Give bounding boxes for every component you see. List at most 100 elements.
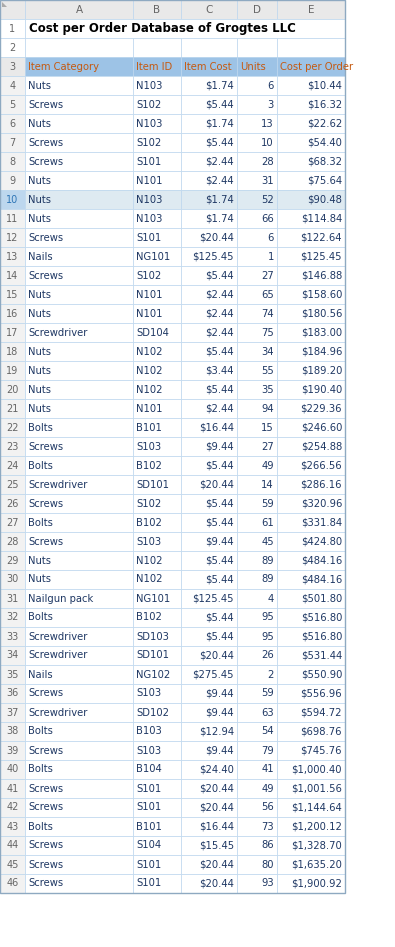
Bar — [237, 266, 277, 285]
Text: SD101: SD101 — [136, 651, 169, 660]
Bar — [277, 342, 345, 361]
Bar — [181, 798, 237, 817]
Bar — [181, 399, 237, 418]
Bar — [25, 703, 133, 722]
Bar — [181, 209, 237, 228]
Text: 2: 2 — [268, 670, 274, 680]
Bar — [25, 684, 133, 703]
Text: 30: 30 — [6, 575, 19, 584]
Bar — [25, 855, 133, 874]
Text: 54: 54 — [261, 726, 274, 737]
Text: Screws: Screws — [28, 745, 63, 756]
Text: 41: 41 — [6, 783, 19, 794]
Text: Nuts: Nuts — [28, 213, 51, 223]
Bar — [181, 475, 237, 494]
Text: 10: 10 — [6, 194, 19, 205]
Text: 13: 13 — [261, 118, 274, 129]
Text: $2.44: $2.44 — [205, 156, 234, 167]
Bar — [0, 684, 25, 703]
Bar — [133, 323, 181, 342]
Bar — [0, 361, 25, 380]
Text: 40: 40 — [6, 764, 19, 775]
Bar — [181, 551, 237, 570]
Text: $75.64: $75.64 — [307, 175, 342, 186]
Text: $12.94: $12.94 — [199, 726, 234, 737]
Text: S102: S102 — [136, 271, 161, 280]
Bar — [277, 380, 345, 399]
Bar — [25, 152, 133, 171]
Text: SD101: SD101 — [136, 479, 169, 490]
Text: Screws: Screws — [28, 271, 63, 280]
Bar — [277, 57, 345, 76]
Bar — [133, 513, 181, 532]
Text: 19: 19 — [6, 366, 19, 376]
Bar — [277, 171, 345, 190]
Bar — [237, 722, 277, 741]
Bar — [25, 646, 133, 665]
Text: Item Cost: Item Cost — [184, 62, 231, 72]
Text: Nuts: Nuts — [28, 194, 51, 205]
Bar — [25, 760, 133, 779]
Bar — [0, 114, 25, 133]
Bar — [237, 627, 277, 646]
Text: $16.44: $16.44 — [199, 821, 234, 831]
Bar — [237, 684, 277, 703]
Bar — [133, 665, 181, 684]
Text: 1: 1 — [9, 24, 15, 33]
Bar — [133, 551, 181, 570]
Text: $22.62: $22.62 — [307, 118, 342, 129]
Text: $516.80: $516.80 — [301, 613, 342, 622]
Text: Screws: Screws — [28, 841, 63, 850]
Text: 25: 25 — [6, 479, 19, 490]
Bar — [277, 38, 345, 57]
Bar — [181, 380, 237, 399]
Bar — [277, 855, 345, 874]
Text: S102: S102 — [136, 137, 161, 148]
Bar — [0, 285, 25, 304]
Text: 36: 36 — [6, 688, 19, 699]
Text: N101: N101 — [136, 175, 162, 186]
Text: Bolts: Bolts — [28, 821, 53, 831]
Text: S102: S102 — [136, 99, 161, 110]
Text: Item ID: Item ID — [136, 62, 172, 72]
Text: $5.44: $5.44 — [205, 613, 234, 622]
Text: 3: 3 — [9, 62, 15, 72]
Bar — [237, 760, 277, 779]
Bar — [133, 76, 181, 95]
Text: 61: 61 — [261, 517, 274, 527]
Bar — [181, 874, 237, 893]
Text: 43: 43 — [6, 821, 19, 831]
Bar — [133, 627, 181, 646]
Text: 15: 15 — [6, 290, 19, 299]
Text: $9.44: $9.44 — [205, 707, 234, 718]
Bar — [25, 266, 133, 285]
Text: 27: 27 — [6, 517, 19, 527]
Text: $15.45: $15.45 — [199, 841, 234, 850]
Text: $9.44: $9.44 — [205, 537, 234, 546]
Bar — [181, 76, 237, 95]
Text: $5.44: $5.44 — [205, 556, 234, 565]
Bar — [0, 418, 25, 437]
Text: 65: 65 — [261, 290, 274, 299]
Bar — [0, 494, 25, 513]
Text: 79: 79 — [261, 745, 274, 756]
Text: S104: S104 — [136, 841, 161, 850]
Text: 6: 6 — [268, 233, 274, 242]
Text: 5: 5 — [9, 99, 16, 110]
Text: $125.45: $125.45 — [192, 594, 234, 603]
Bar — [237, 437, 277, 456]
Text: Screwdriver: Screwdriver — [28, 707, 87, 718]
Bar — [237, 456, 277, 475]
Bar — [0, 76, 25, 95]
Text: 37: 37 — [6, 707, 19, 718]
Bar — [181, 437, 237, 456]
Text: Cost per Order Database of Grogtes LLC: Cost per Order Database of Grogtes LLC — [29, 22, 296, 35]
Bar — [277, 475, 345, 494]
Text: 55: 55 — [261, 366, 274, 376]
Text: Nuts: Nuts — [28, 575, 51, 584]
Bar — [25, 323, 133, 342]
Text: $189.20: $189.20 — [301, 366, 342, 376]
Bar — [237, 323, 277, 342]
Bar — [277, 152, 345, 171]
Text: 27: 27 — [261, 271, 274, 280]
